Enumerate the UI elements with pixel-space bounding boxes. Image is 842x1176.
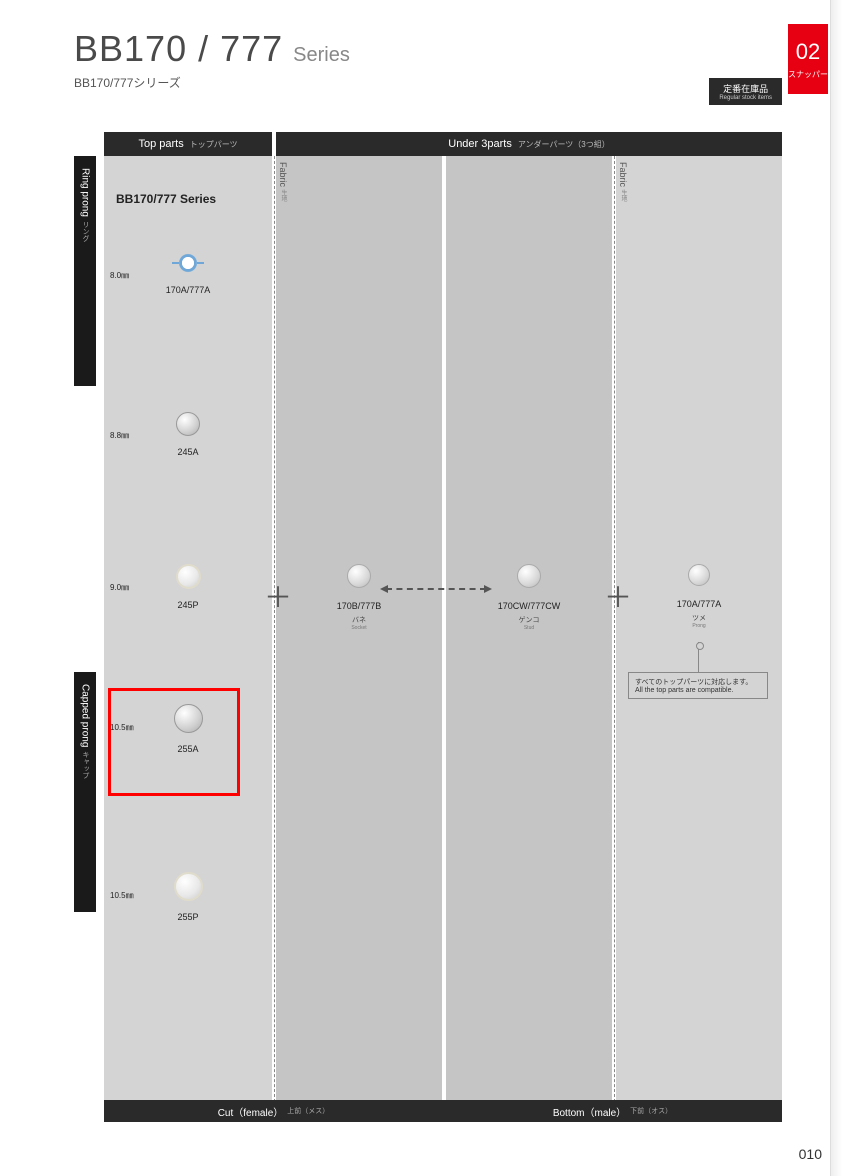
note-jp: すべてのトップパーツに対応します。 — [635, 677, 761, 687]
cap-icon — [176, 412, 200, 436]
side-label-ring: Ring prong リング — [74, 156, 96, 386]
footer-band: Cut（female） 上前（メス） Bottom（male） 下前（オス） — [104, 1100, 782, 1122]
column-header-top: Top parts トップパーツ — [104, 132, 272, 156]
item-170a-777a: 8.0㎜ 170A/777A — [104, 252, 272, 295]
pearl-cap-icon — [174, 872, 203, 901]
label-prong: 170A/777A — [616, 599, 782, 609]
size-245p: 9.0㎜ — [110, 582, 129, 593]
side-capped-en: Capped prong — [80, 684, 91, 747]
fabric-label-1: Fabric 生地 — [278, 162, 288, 202]
fabric-jp-2: 生地 — [620, 190, 626, 202]
side-ring-en: Ring prong — [80, 168, 91, 217]
label-stud: 170CW/777CW — [446, 601, 612, 611]
cap-icon — [174, 704, 203, 733]
under-item-stud: 170CW/777CW ゲンコ Stud — [446, 564, 612, 631]
footer-bottom-jp: 下前（オス） — [630, 1106, 672, 1116]
stock-badge: 定番在庫品 Regular stock items — [709, 78, 782, 105]
size-255a: 10.5㎜ — [110, 722, 134, 733]
fabric-line-1 — [274, 156, 275, 1122]
pearl-cap-icon — [176, 564, 201, 589]
footer-cut-en: Cut（female） — [218, 1104, 284, 1119]
panel-under-2 — [446, 156, 612, 1122]
stud-en: Stud — [446, 625, 612, 631]
prong-jp: ツメ — [616, 613, 782, 623]
stud-icon — [517, 564, 541, 588]
tab-label: スナッパー — [788, 69, 828, 80]
fabric-jp-1: 生地 — [280, 190, 286, 202]
item-255a: 10.5㎜ 255A — [104, 704, 272, 754]
series-title: BB170/777 Series — [116, 192, 216, 206]
prong-icon — [688, 564, 710, 586]
note-en: All the top parts are compatible. — [635, 687, 761, 694]
side-label-capped: Capped prong キャップ — [74, 672, 96, 912]
note-connector-line — [698, 642, 699, 672]
size-245a: 8.8㎜ — [110, 430, 129, 441]
label-255p: 255P — [104, 912, 272, 922]
footer-bottom-en: Bottom（male） — [553, 1104, 626, 1119]
page-edge-decoration — [830, 0, 842, 1176]
label-170a: 170A/777A — [104, 285, 272, 295]
column-header-under: Under 3parts アンダーパーツ（3つ組） — [276, 132, 782, 156]
compatibility-note: すべてのトップパーツに対応します。 All the top parts are … — [628, 672, 768, 699]
panel-top-parts — [104, 156, 272, 1122]
socket-jp: バネ — [276, 615, 442, 625]
label-245p: 245P — [104, 600, 272, 610]
ring-icon — [177, 252, 199, 274]
page-number: 010 — [799, 1146, 822, 1162]
section-tab: 02 スナッパー — [788, 24, 828, 94]
diagram-area: Top parts トップパーツ Under 3parts アンダーパーツ（3つ… — [74, 132, 782, 1122]
under-item-socket: 170B/777B バネ Socket — [276, 564, 442, 631]
label-245a: 245A — [104, 447, 272, 457]
fabric-line-2 — [614, 156, 615, 1122]
footer-bottom: Bottom（male） 下前（オス） — [443, 1100, 782, 1122]
col-under-en: Under 3parts — [448, 138, 512, 150]
side-ring-jp: リング — [80, 221, 90, 242]
item-245a: 8.8㎜ 245A — [104, 412, 272, 457]
item-255p: 10.5㎜ 255P — [104, 872, 272, 922]
panel-under-1 — [276, 156, 442, 1122]
socket-en: Socket — [276, 625, 442, 631]
title-main: BB170 / 777 — [74, 28, 283, 70]
fabric-label-2: Fabric 生地 — [618, 162, 628, 202]
panel-under-3 — [616, 156, 782, 1122]
size-255p: 10.5㎜ — [110, 890, 134, 901]
title-series: Series — [293, 44, 350, 67]
label-255a: 255A — [104, 744, 272, 754]
prong-en: Prong — [616, 623, 782, 629]
size-170a: 8.0㎜ — [110, 270, 129, 281]
stock-badge-sub: Regular stock items — [719, 95, 772, 101]
tab-number: 02 — [796, 39, 820, 65]
socket-icon — [347, 564, 371, 588]
stud-jp: ゲンコ — [446, 615, 612, 625]
label-socket: 170B/777B — [276, 601, 442, 611]
under-item-prong: 170A/777A ツメ Prong — [616, 564, 782, 629]
fabric-en-2: Fabric — [618, 162, 628, 187]
col-top-jp: トップパーツ — [190, 139, 238, 150]
fabric-en-1: Fabric — [278, 162, 288, 187]
footer-cut: Cut（female） 上前（メス） — [104, 1100, 443, 1122]
footer-cut-jp: 上前（メス） — [287, 1106, 329, 1116]
col-under-jp: アンダーパーツ（3つ組） — [518, 139, 610, 150]
stock-badge-main: 定番在庫品 — [723, 84, 768, 94]
side-capped-jp: キャップ — [80, 751, 90, 779]
col-top-en: Top parts — [138, 138, 183, 150]
item-245p: 9.0㎜ 245P — [104, 564, 272, 610]
